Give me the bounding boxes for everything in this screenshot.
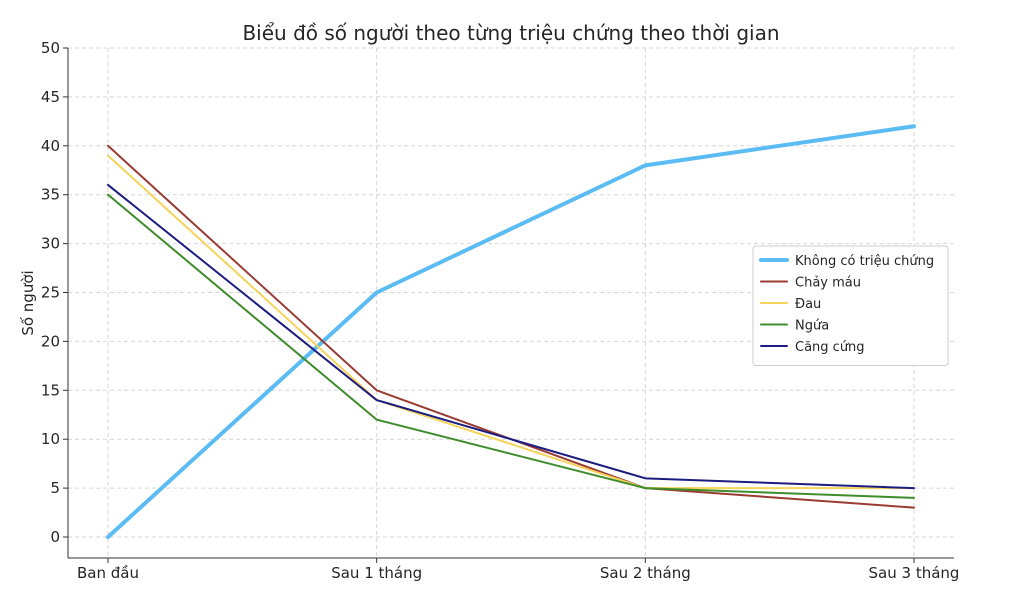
y-tick-label: 40 bbox=[41, 137, 60, 155]
y-tick-label: 50 bbox=[41, 39, 60, 57]
legend-entry-label: Chảy máu bbox=[795, 276, 861, 291]
y-tick-label: 45 bbox=[41, 88, 60, 106]
y-tick-label: 20 bbox=[41, 332, 60, 350]
x-tick-label: Ban đầu bbox=[77, 564, 139, 582]
x-tick-label: Sau 3 tháng bbox=[869, 564, 960, 582]
y-tick-label: 25 bbox=[41, 284, 60, 302]
y-tick-label: 0 bbox=[50, 528, 60, 546]
legend-entry-label: Không có triệu chứng bbox=[795, 254, 934, 269]
y-tick-label: 5 bbox=[50, 479, 60, 497]
x-tick-label: Sau 2 tháng bbox=[600, 564, 691, 582]
y-tick-label: 15 bbox=[41, 381, 60, 399]
legend-entry-label: Căng cứng bbox=[795, 340, 865, 355]
y-axis-label: Số người bbox=[19, 270, 37, 335]
y-tick-label: 30 bbox=[41, 235, 60, 253]
legend-entry-label: Ngứa bbox=[795, 319, 829, 334]
legend: Không có triệu chứng Chảy máu Đau Ngứa Căng … bbox=[753, 246, 948, 366]
x-tick-label: Sau 1 tháng bbox=[331, 564, 422, 582]
chart-title: Biểu đồ số người theo từng triệu chứng t… bbox=[242, 21, 779, 45]
legend-entry-label: Đau bbox=[795, 297, 821, 312]
y-tick-label: 10 bbox=[41, 430, 60, 448]
y-tick-label: 35 bbox=[41, 186, 60, 204]
